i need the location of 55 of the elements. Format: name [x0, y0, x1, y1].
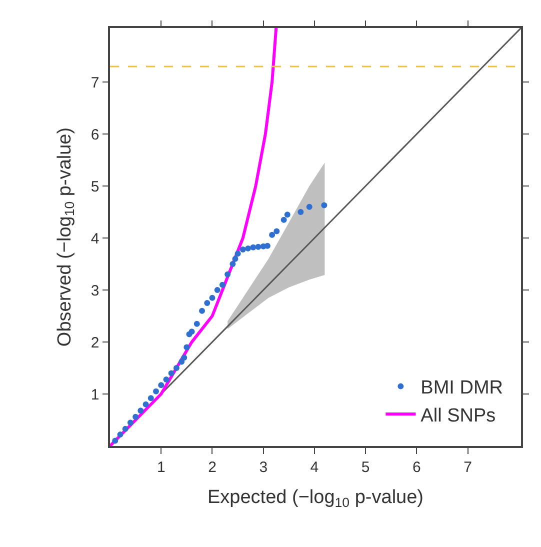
point: [188, 328, 195, 335]
legend-label: BMI DMR: [420, 378, 503, 399]
line-series: [110, 28, 278, 446]
point: [117, 432, 124, 438]
point: [255, 244, 262, 250]
point: [173, 365, 180, 372]
y-tick-label: 5: [90, 178, 100, 196]
point: [138, 408, 144, 414]
point: [184, 344, 190, 350]
point: [142, 401, 149, 408]
point: [240, 246, 246, 252]
point: [284, 212, 290, 218]
x-tick-label: 5: [361, 458, 370, 476]
point: [199, 308, 206, 314]
point: [269, 232, 276, 238]
x-axis-title: Expected (−log$_{10}$ p-value): [208, 487, 424, 510]
point: [321, 202, 328, 208]
point: [181, 354, 188, 361]
x-tick-label: 6: [412, 458, 421, 476]
point: [209, 294, 216, 301]
point: [127, 420, 134, 426]
x-tick-label: 3: [259, 458, 268, 476]
x-tick-label: 4: [310, 458, 319, 476]
point: [224, 271, 231, 278]
legend-label: All SNPs: [420, 405, 496, 426]
point: [158, 382, 164, 388]
y-tick-label: 2: [90, 334, 100, 352]
point: [214, 287, 220, 294]
point: [122, 426, 128, 432]
point: [168, 370, 174, 376]
y-tick-label: 6: [90, 126, 100, 144]
y-tick-label: 3: [90, 282, 100, 300]
point: [232, 256, 238, 262]
x-tick-label: 7: [464, 458, 472, 476]
x-tick-label: 1: [156, 458, 166, 476]
point: [234, 250, 241, 257]
point: [298, 209, 304, 216]
point: [245, 245, 252, 252]
y-tick-label: 4: [90, 230, 100, 248]
point: [250, 244, 256, 250]
point: [163, 376, 170, 382]
y-tick-label: 1: [90, 386, 100, 404]
point: [280, 216, 287, 223]
x-tick-label: 2: [208, 458, 216, 476]
point: [219, 282, 226, 288]
point: [194, 320, 200, 327]
point: [112, 438, 118, 444]
point: [306, 204, 312, 210]
point: [132, 414, 139, 420]
y-tick-label: 7: [90, 74, 100, 92]
point: [153, 388, 160, 394]
point: [204, 300, 210, 306]
point: [274, 228, 280, 234]
point: [148, 395, 154, 402]
point: [230, 261, 236, 268]
